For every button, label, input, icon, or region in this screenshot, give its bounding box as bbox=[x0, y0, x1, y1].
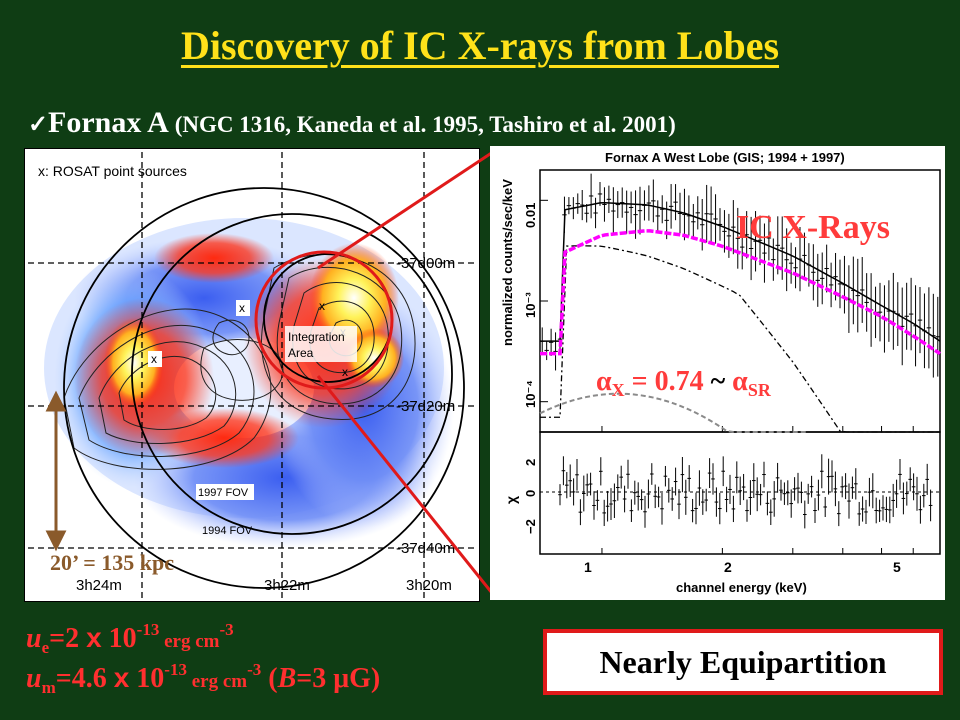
dec-label: -37d00m bbox=[396, 255, 455, 272]
spectrum-chart: Fornax A West Lobe (GIS; 1994 + 1997) no… bbox=[490, 146, 945, 600]
map-legend: x: ROSAT point sources bbox=[38, 163, 187, 179]
fov-1994-label: 1994 FOV bbox=[202, 525, 253, 537]
electron-energy-density: ue=2 x 10-13 erg cm-3 bbox=[26, 620, 234, 657]
spectrum-title: Fornax A West Lobe (GIS; 1994 + 1997) bbox=[605, 150, 845, 165]
ra-label: 3h22m bbox=[264, 577, 310, 594]
spectrum-plot-area bbox=[539, 173, 941, 554]
subtitle-main: Fornax A bbox=[48, 106, 168, 139]
fov-1997-label: 1997 FOV bbox=[198, 487, 249, 499]
x-tick-label: 2 bbox=[724, 559, 732, 575]
xlabel: channel energy (keV) bbox=[676, 580, 807, 595]
resid-tick-label: 0 bbox=[523, 490, 538, 497]
ic-xrays-label: IC X-Rays bbox=[736, 209, 890, 246]
ra-label: 3h20m bbox=[406, 577, 452, 594]
scale-label: 20’ = 135 kpc bbox=[50, 550, 174, 575]
ylabel-bottom: χ bbox=[503, 496, 519, 504]
scale-arrow-icon bbox=[45, 390, 67, 552]
resid-tick-label: −2 bbox=[523, 519, 538, 534]
subtitle-detail: (NGC 1316, Kaneda et al. 1995, Tashiro e… bbox=[174, 112, 676, 137]
point-source-marker: x bbox=[239, 301, 245, 315]
thermal-component-line bbox=[540, 245, 940, 433]
x-tick-label: 1 bbox=[584, 559, 592, 575]
secondary-component-line bbox=[539, 392, 807, 433]
subtitle: ✓Fornax A (NGC 1316, Kaneda et al. 1995,… bbox=[28, 106, 676, 140]
resid-tick-label: 2 bbox=[523, 459, 538, 466]
checkmark-icon: ✓ bbox=[28, 112, 49, 138]
fornax-xray-map: x: ROSAT point sources x x x x x Integra… bbox=[24, 148, 480, 602]
magnetic-energy-density: um=4.6 x 10-13 erg cm-3 (B=3 μG) bbox=[26, 660, 381, 697]
slide-title: Discovery of IC X-rays from Lobes bbox=[180, 23, 780, 68]
y-tick-label: 10⁻⁴ bbox=[523, 380, 538, 408]
point-source-marker: x bbox=[319, 299, 325, 313]
point-source-marker: x bbox=[151, 352, 157, 366]
point-source-marker: x bbox=[342, 365, 348, 379]
integration-area-label-2: Area bbox=[288, 346, 314, 360]
y-tick-label: 10⁻³ bbox=[523, 292, 538, 318]
ylabel-top: normalized counts/sec/keV bbox=[500, 179, 515, 346]
equipartition-box: Nearly Equipartition bbox=[543, 629, 943, 695]
total-model-line bbox=[540, 201, 941, 342]
dec-label: -37d40m bbox=[396, 540, 455, 557]
ra-label: 3h24m bbox=[76, 577, 122, 594]
alpha-label: αX = 0.74 ~ αSR bbox=[596, 366, 772, 400]
dec-label: -37d20m bbox=[396, 398, 455, 415]
y-tick-label: 0.01 bbox=[523, 203, 538, 228]
x-tick-label: 5 bbox=[893, 559, 901, 575]
ic-model-line bbox=[540, 229, 941, 356]
integration-area-label-1: Integration bbox=[288, 330, 345, 344]
